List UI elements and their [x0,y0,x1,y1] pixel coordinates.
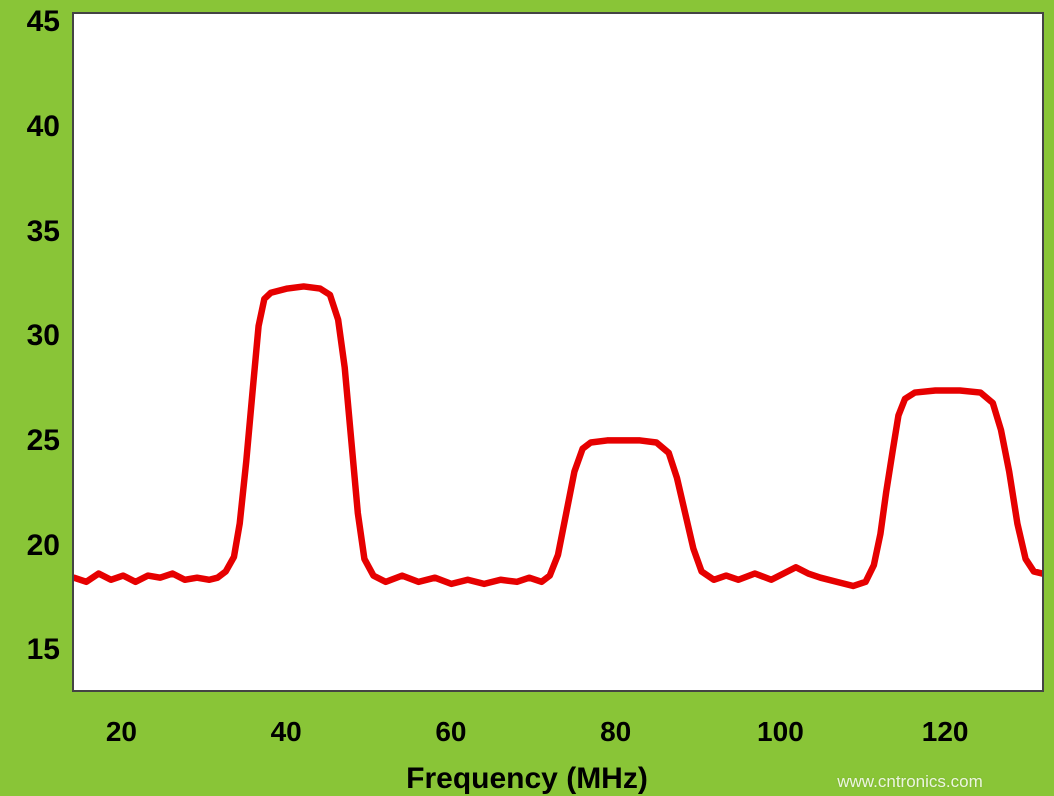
watermark-text: www.cntronics.com [837,772,982,792]
x-tick-label: 40 [271,716,302,748]
plot-area [72,12,1044,692]
y-tick-label: 20 [27,529,60,563]
y-tick-label: 25 [27,424,60,458]
chart-page: Frequency (MHz) www.cntronics.com 152025… [0,0,1054,796]
y-tick-label: 40 [27,110,60,144]
x-tick-label: 120 [922,716,969,748]
y-tick-label: 45 [27,5,60,39]
x-tick-label: 100 [757,716,804,748]
y-tick-label: 35 [27,215,60,249]
x-tick-label: 80 [600,716,631,748]
y-tick-label: 15 [27,633,60,667]
x-tick-label: 60 [435,716,466,748]
x-tick-label: 20 [106,716,137,748]
y-tick-label: 30 [27,319,60,353]
spectrum-line [74,286,1042,586]
plot-svg [74,14,1042,690]
